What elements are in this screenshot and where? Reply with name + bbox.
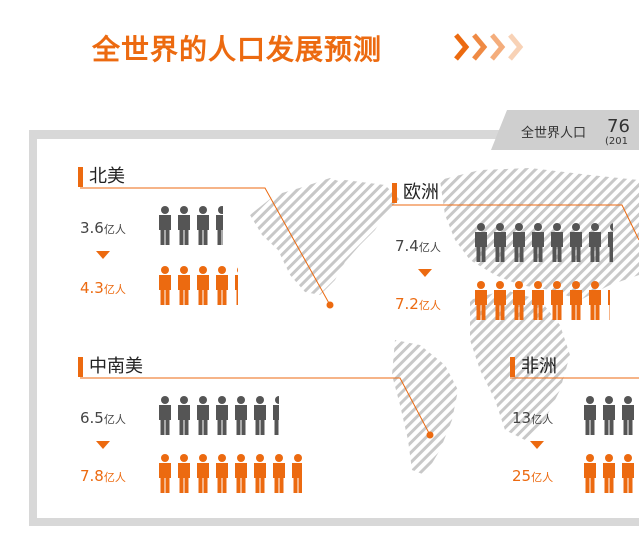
person-icon bbox=[622, 396, 634, 435]
person-partial-icon bbox=[235, 267, 238, 305]
person-icon bbox=[197, 206, 209, 245]
person-icon bbox=[551, 223, 563, 262]
africa-current-people bbox=[584, 396, 634, 435]
person-icon bbox=[494, 281, 506, 320]
world-population-label: 全世界人口 76 (201 bbox=[491, 110, 639, 150]
latin-america-future: 7.8亿人 bbox=[80, 467, 126, 485]
europe-arrow bbox=[418, 269, 432, 277]
region-title-europe: 欧洲 bbox=[392, 183, 439, 203]
person-icon bbox=[584, 396, 596, 435]
person-icon bbox=[273, 454, 285, 493]
north-america-future: 3.64.3亿人 bbox=[80, 279, 126, 297]
europe-future-people bbox=[475, 281, 610, 320]
person-icon bbox=[178, 454, 190, 493]
latin-america-current-people bbox=[159, 396, 279, 435]
person-icon bbox=[159, 454, 171, 493]
region-title-africa: 非洲 bbox=[510, 357, 557, 377]
north-america-future-people bbox=[159, 266, 238, 305]
europe-future: 7.2亿人 bbox=[395, 295, 441, 313]
person-partial-icon bbox=[216, 206, 223, 245]
person-icon bbox=[513, 281, 525, 320]
region-title-north-america: 北美 bbox=[78, 167, 125, 187]
north-america-current-people bbox=[159, 206, 223, 245]
africa-future: 25亿人 bbox=[512, 467, 554, 485]
person-icon bbox=[235, 396, 247, 435]
north-america-current: 3.6亿人 bbox=[80, 219, 126, 237]
north-america-arrow bbox=[96, 251, 110, 259]
person-icon bbox=[159, 206, 171, 245]
chevrons-icon bbox=[454, 33, 524, 61]
person-icon bbox=[178, 206, 190, 245]
page-title: 全世界的人口发展预测 bbox=[92, 33, 383, 66]
person-icon bbox=[475, 281, 487, 320]
person-icon bbox=[254, 454, 266, 493]
latin-america-arrow bbox=[96, 441, 110, 449]
person-partial-icon bbox=[608, 223, 613, 262]
world-value: 76 bbox=[607, 116, 630, 137]
world-label-text: 全世界人口 bbox=[521, 126, 587, 141]
person-icon bbox=[551, 281, 563, 320]
person-icon bbox=[197, 454, 209, 493]
person-partial-icon bbox=[273, 396, 279, 435]
person-icon bbox=[589, 281, 601, 320]
africa-future-people bbox=[584, 454, 634, 493]
person-icon bbox=[570, 281, 582, 320]
person-icon bbox=[216, 266, 228, 305]
region-title-latin-america: 中南美 bbox=[78, 357, 143, 377]
person-icon bbox=[513, 223, 525, 262]
person-icon bbox=[603, 396, 615, 435]
person-icon bbox=[532, 223, 544, 262]
africa-arrow bbox=[530, 441, 544, 449]
person-icon bbox=[603, 454, 615, 493]
person-icon bbox=[178, 396, 190, 435]
person-icon bbox=[475, 223, 487, 262]
latin-america-current: 6.5亿人 bbox=[80, 409, 126, 427]
person-icon bbox=[589, 223, 601, 262]
person-icon bbox=[159, 396, 171, 435]
person-icon bbox=[254, 396, 266, 435]
person-icon bbox=[178, 266, 190, 305]
latin-america-future-people bbox=[159, 454, 302, 493]
europe-current-people bbox=[475, 223, 613, 262]
person-icon bbox=[197, 266, 209, 305]
africa-current: 13亿人 bbox=[512, 409, 554, 427]
person-icon bbox=[570, 223, 582, 262]
person-partial-icon bbox=[292, 454, 302, 493]
person-icon bbox=[216, 396, 228, 435]
world-year: (201 bbox=[605, 136, 628, 147]
person-icon bbox=[197, 396, 209, 435]
person-icon bbox=[622, 454, 634, 493]
person-icon bbox=[216, 454, 228, 493]
person-icon bbox=[235, 454, 247, 493]
person-partial-icon bbox=[608, 290, 610, 320]
person-icon bbox=[584, 454, 596, 493]
person-icon bbox=[532, 281, 544, 320]
europe-current: 7.4亿人 bbox=[395, 237, 441, 255]
person-icon bbox=[494, 223, 506, 262]
person-icon bbox=[159, 266, 171, 305]
